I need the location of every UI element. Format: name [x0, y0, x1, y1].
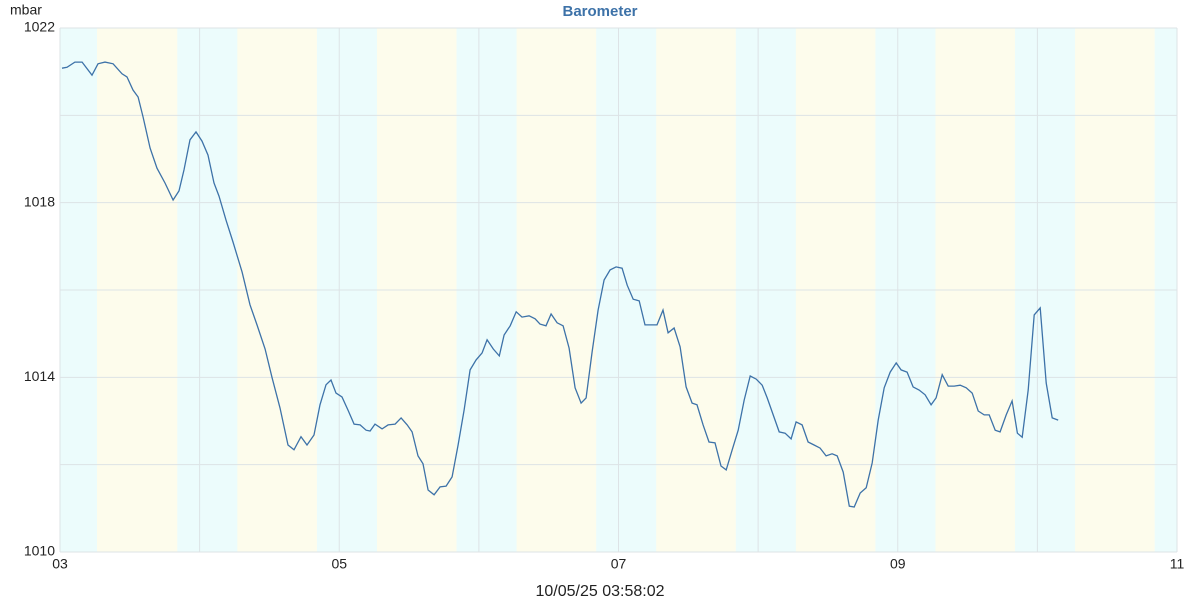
- x-tick-label: 09: [890, 556, 906, 572]
- x-tick-label: 07: [611, 556, 627, 572]
- chart-title: Barometer: [562, 3, 637, 20]
- x-tick-label: 05: [331, 556, 347, 572]
- timestamp: 10/05/25 03:58:02: [535, 583, 664, 600]
- x-tick-label: 03: [52, 556, 68, 572]
- x-tick-label: 11: [1170, 556, 1185, 572]
- y-tick-label: 1018: [24, 193, 55, 209]
- y-tick-label: 1022: [24, 19, 55, 35]
- y-tick-label: 1014: [24, 368, 55, 384]
- line: [61, 61, 1059, 508]
- y-tick-label: 1010: [24, 543, 55, 559]
- y-axis-unit: mbar: [10, 2, 42, 18]
